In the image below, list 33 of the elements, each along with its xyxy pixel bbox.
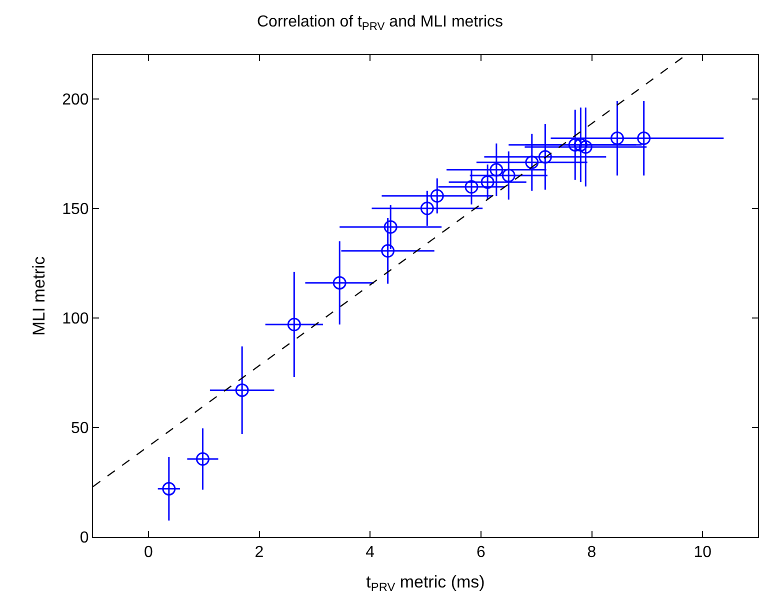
point: [610, 132, 624, 145]
x-tick-label: 4: [366, 544, 375, 562]
point: [287, 318, 301, 332]
point: [420, 202, 434, 216]
y-axis-title: MLI metric: [30, 256, 49, 336]
x-tick-label: 8: [587, 544, 596, 562]
point: [464, 180, 478, 194]
point: [538, 150, 552, 164]
y-tick-label: 200: [62, 91, 89, 108]
point: [235, 383, 249, 397]
point: [384, 220, 398, 234]
point: [480, 175, 494, 189]
y-tick-label: 50: [71, 420, 89, 438]
y-tick-label: 100: [62, 310, 89, 328]
point: [196, 452, 210, 466]
point: [568, 138, 582, 152]
point: [578, 140, 592, 154]
point: [502, 168, 516, 182]
x-tick-label: 6: [476, 544, 486, 562]
x-axis-title: t$_{PRV}$ metric (ms): [366, 572, 485, 594]
point: [162, 482, 176, 496]
x-tick-label: 0: [144, 544, 153, 562]
x-tick-label: 10: [694, 544, 712, 562]
point: [490, 163, 504, 177]
point: [381, 244, 395, 258]
x-tick-label: 2: [254, 544, 264, 562]
point: [430, 189, 444, 203]
point: [525, 156, 539, 170]
y-tick-label: 0: [80, 530, 89, 547]
chart-title: Correlation of t$_{PRV}$ and MLI metrics: [256, 14, 504, 33]
y-tick-label: 150: [62, 200, 89, 218]
point: [332, 276, 346, 290]
point: [637, 132, 651, 145]
